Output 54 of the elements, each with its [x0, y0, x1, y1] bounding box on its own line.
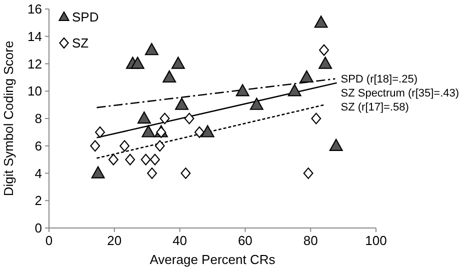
point	[130, 56, 144, 69]
x-tick-label: 100	[365, 233, 387, 248]
y-tick-label: 6	[34, 138, 42, 154]
point	[147, 168, 157, 179]
series-label: SZ Spectrum (r[35]=.43)	[340, 88, 460, 100]
point	[236, 84, 250, 96]
x-tick-label: 40	[172, 233, 188, 248]
point	[319, 44, 329, 56]
point	[91, 166, 105, 178]
point	[150, 154, 160, 166]
point	[137, 111, 151, 124]
point	[142, 125, 156, 138]
point	[200, 125, 214, 138]
point	[154, 140, 165, 152]
x-tick-label: 0	[45, 233, 53, 248]
point	[125, 154, 136, 166]
y-tick-label: 12	[28, 56, 42, 72]
y-axis-title: Digit Symbol Coding Score	[1, 40, 16, 196]
point	[144, 43, 158, 56]
y-tick-label: 0	[34, 220, 42, 236]
y-tick-label: 14	[28, 28, 42, 44]
x-tick-label: 20	[107, 233, 122, 248]
point	[171, 56, 185, 69]
point	[303, 168, 314, 179]
x-tick-label: 80	[303, 233, 318, 248]
series-label: SZ (r[17]=.58)	[340, 102, 409, 114]
y-tick-label: 4	[34, 166, 42, 181]
point	[175, 98, 188, 110]
point	[162, 70, 176, 83]
series-label: SPD (r[18]=.25)	[340, 74, 418, 86]
point	[250, 98, 264, 110]
point	[140, 154, 151, 166]
point	[160, 112, 170, 124]
point	[311, 112, 322, 124]
point	[90, 140, 100, 152]
y-tick-label: 8	[34, 111, 42, 126]
point	[184, 112, 194, 124]
legend-label: SPD	[72, 10, 99, 25]
point	[95, 126, 105, 138]
x-tick-label: 60	[238, 233, 252, 248]
point	[318, 56, 332, 69]
y-tick-label: 2	[34, 193, 42, 208]
point	[300, 70, 314, 83]
point	[120, 140, 130, 152]
point	[108, 154, 118, 166]
legend-label: SZ	[72, 36, 89, 51]
y-tick-label: 16	[28, 2, 42, 17]
x-axis-title: Average Percent CRs	[150, 252, 276, 267]
point	[180, 168, 191, 179]
y-tick-label: 10	[28, 84, 42, 99]
point	[288, 84, 302, 96]
point	[329, 138, 343, 151]
point	[194, 126, 204, 138]
point	[314, 16, 328, 28]
